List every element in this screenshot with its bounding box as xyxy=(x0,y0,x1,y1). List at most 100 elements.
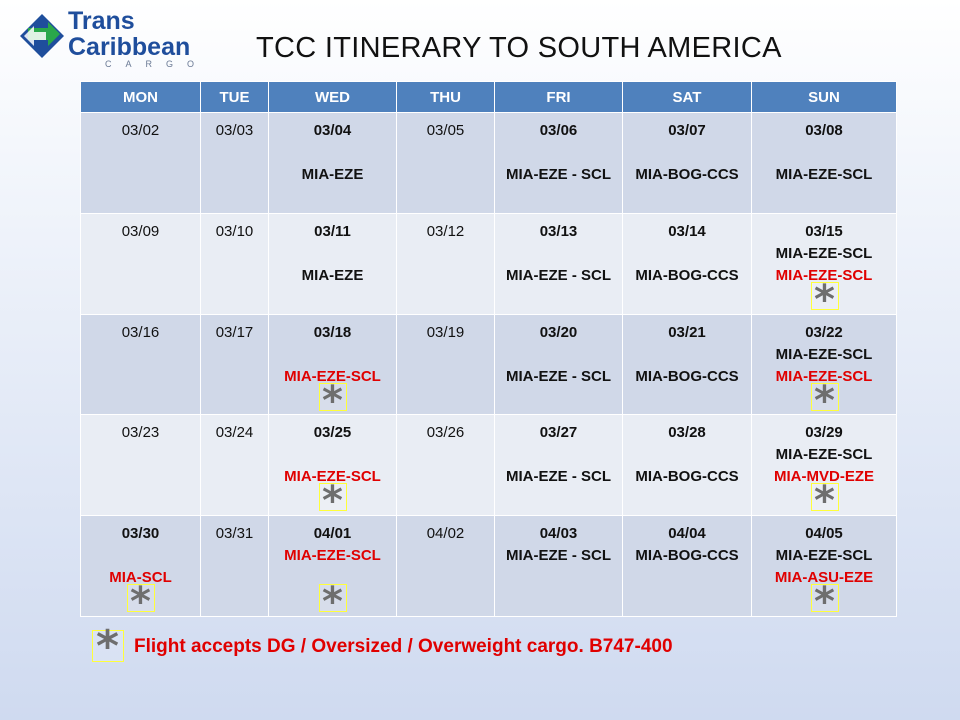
route-label: MIA-BOG-CCS xyxy=(635,367,739,385)
route-label-dg: MIA-MVD-EZE xyxy=(774,468,874,486)
route-label: MIA-EZE xyxy=(301,266,364,284)
day-cell: 03/21 MIA-BOG-CCS xyxy=(622,313,752,416)
date-label: 03/22 xyxy=(805,323,843,341)
day-cell: 03/31 xyxy=(200,515,269,617)
route-label-dg: MIA-SCL xyxy=(109,569,172,587)
date-label: 03/29 xyxy=(805,424,843,442)
day-cell: 03/04 MIA-EZE xyxy=(268,112,397,214)
date-label: 03/26 xyxy=(426,424,465,442)
logo-line-1: Trans xyxy=(68,7,135,35)
day-cell: 03/17 xyxy=(200,313,269,416)
route-label: MIA-EZE-SCL xyxy=(775,345,873,363)
date-label: 03/04 xyxy=(313,122,352,139)
route-label: MIA-EZE - SCL xyxy=(506,547,611,565)
dg-marker-icon: * xyxy=(319,582,347,622)
day-cell: 03/27 MIA-EZE - SCL xyxy=(494,414,623,517)
date-label: 03/11 xyxy=(314,222,351,240)
day-cell: 03/24 xyxy=(200,414,269,517)
day-cell: 03/08 MIA-EZE-SCL xyxy=(751,112,897,214)
day-cell: 03/02 xyxy=(80,112,201,214)
weekday-header-sun: SUN xyxy=(751,81,897,113)
route-label: MIA-EZE-SCL xyxy=(775,166,873,183)
date-label: 04/01 xyxy=(313,525,352,543)
date-label: 03/24 xyxy=(215,424,254,442)
dg-marker-icon: * xyxy=(319,381,347,421)
route-label: MIA-BOG-CCS xyxy=(635,266,739,284)
week-row: 03/30 MIA-SCL * 03/31 04/01 MIA-EZE-SCL * 04/02… xyxy=(80,515,897,622)
weekday-header-tue: TUE xyxy=(200,81,269,113)
date-label: 03/08 xyxy=(805,122,843,139)
date-label: 03/06 xyxy=(539,122,578,139)
date-label: 03/27 xyxy=(539,424,578,442)
date-label: 03/03 xyxy=(215,122,254,139)
date-label: 03/09 xyxy=(121,222,160,240)
route-label-dg: MIA-EZE-SCL xyxy=(284,547,381,565)
day-cell: 03/19 xyxy=(396,313,495,416)
dg-marker-icon: * xyxy=(811,381,839,421)
dg-marker-icon: * xyxy=(92,625,124,669)
day-cell: 03/06 MIA-EZE - SCL xyxy=(494,112,623,214)
date-label: 03/13 xyxy=(539,222,578,240)
day-cell: 04/03 MIA-EZE - SCL xyxy=(494,515,623,617)
route-label-dg: MIA-EZE-SCL xyxy=(775,367,873,385)
day-cell: 03/25 MIA-EZE-SCL * xyxy=(268,414,397,521)
day-cell: 04/05 MIA-EZE-SCL MIA-ASU-EZE * xyxy=(751,515,897,622)
day-cell: 03/03 xyxy=(200,112,269,214)
date-label: 03/28 xyxy=(668,424,706,442)
date-label: 03/02 xyxy=(121,122,160,139)
date-label: 03/21 xyxy=(668,323,706,341)
week-row: 03/09 03/10 03/11 MIA-EZE 03/12 03/13 MIA-EZE … xyxy=(80,212,897,320)
day-cell: 03/22 MIA-EZE-SCL MIA-EZE-SCL * xyxy=(751,313,897,421)
itinerary-table: MON TUE WED THU FRI SAT SUN 03/02 03/03 03/04 MIA… xyxy=(80,81,897,622)
route-label: MIA-EZE - SCL xyxy=(506,367,611,385)
day-cell: 03/28 MIA-BOG-CCS xyxy=(622,414,752,517)
dg-marker-icon: * xyxy=(811,481,839,521)
date-label: 03/05 xyxy=(426,122,465,139)
weekday-header-mon: MON xyxy=(80,81,201,113)
route-label: MIA-EZE-SCL xyxy=(775,446,873,464)
dg-marker-icon: * xyxy=(811,582,839,622)
weekday-header-sat: SAT xyxy=(622,81,752,113)
day-cell: 03/15 MIA-EZE-SCL MIA-EZE-SCL * xyxy=(751,212,897,320)
day-cell: 03/07 MIA-BOG-CCS xyxy=(622,112,752,214)
dg-marker-icon: * xyxy=(319,481,347,521)
date-label: 03/07 xyxy=(668,122,706,139)
route-label: MIA-BOG-CCS xyxy=(635,468,739,486)
date-label: 03/23 xyxy=(121,424,160,442)
day-cell: 03/11 MIA-EZE xyxy=(268,212,397,315)
date-label: 03/16 xyxy=(121,323,160,341)
day-cell: 03/23 xyxy=(80,414,201,517)
route-label-dg: MIA-EZE-SCL xyxy=(775,266,873,284)
date-label: 04/03 xyxy=(539,525,578,543)
route-label: MIA-EZE - SCL xyxy=(506,166,611,183)
logo-subtitle: CARGO xyxy=(105,59,209,69)
date-label: 03/25 xyxy=(313,424,352,442)
day-cell: 03/29 MIA-EZE-SCL MIA-MVD-EZE * xyxy=(751,414,897,521)
date-label: 03/17 xyxy=(215,323,254,341)
route-label: MIA-BOG-CCS xyxy=(635,547,739,565)
date-label: 04/04 xyxy=(668,525,706,543)
date-label: 03/15 xyxy=(805,222,843,240)
day-cell: 03/14 MIA-BOG-CCS xyxy=(622,212,752,315)
day-cell: 03/05 xyxy=(396,112,495,214)
date-label: 03/20 xyxy=(539,323,578,341)
day-cell: 04/04 MIA-BOG-CCS xyxy=(622,515,752,617)
weekday-header-row: MON TUE WED THU FRI SAT SUN xyxy=(80,81,897,113)
day-cell: 04/01 MIA-EZE-SCL * xyxy=(268,515,397,622)
day-cell: 03/30 MIA-SCL * xyxy=(80,515,201,622)
route-label: MIA-BOG-CCS xyxy=(635,166,739,183)
route-label: MIA-EZE xyxy=(301,166,364,183)
date-label: 03/18 xyxy=(313,323,352,341)
route-label: MIA-EZE-SCL xyxy=(775,244,873,262)
company-logo: Trans Caribbean CARGO xyxy=(18,6,218,72)
week-row: 03/16 03/17 03/18 MIA-EZE-SCL * 03/19 03/20 MIA… xyxy=(80,313,897,421)
route-label-dg: MIA-EZE-SCL xyxy=(284,367,381,385)
page-title: TCC ITINERARY TO SOUTH AMERICA xyxy=(256,32,782,64)
date-label: 04/05 xyxy=(805,525,843,543)
week-row: 03/23 03/24 03/25 MIA-EZE-SCL * 03/26 03/27 MIA… xyxy=(80,414,897,521)
date-label: 03/10 xyxy=(215,222,254,240)
day-cell: 03/10 xyxy=(200,212,269,315)
date-label: 03/14 xyxy=(668,222,706,240)
week-row: 03/02 03/03 03/04 MIA-EZE 03/05 03/06 MIA-EZE … xyxy=(80,112,897,214)
weekday-header-fri: FRI xyxy=(494,81,623,113)
